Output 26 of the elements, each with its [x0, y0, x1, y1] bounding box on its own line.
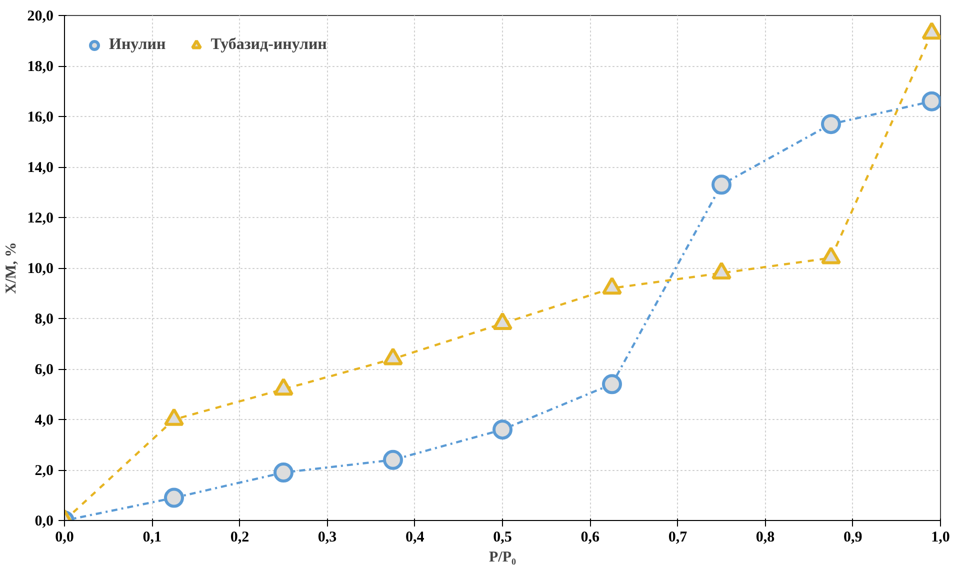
x-tick-label: 1,0	[931, 530, 950, 546]
y-tick-label: 8,0	[34, 312, 54, 328]
x-tick-label: 0,7	[668, 530, 688, 546]
y-tick-label: 12,0	[27, 210, 54, 226]
legend-label: Инулин	[109, 36, 166, 54]
y-axis-title: X/M, %	[3, 242, 20, 294]
y-tick-label: 20,0	[27, 8, 54, 24]
legend-label: Тубазид-инулин	[210, 36, 327, 54]
x-tick-label: 0,1	[142, 530, 162, 546]
x-tick-label: 0,8	[756, 530, 775, 546]
x-tick-label: 0,5	[493, 530, 512, 546]
x-tick-label: 0,9	[844, 530, 862, 546]
x-tick-label: 0,3	[318, 530, 337, 546]
x-tick-label: 0,0	[55, 530, 74, 546]
x-tick-label: 0,6	[580, 530, 600, 546]
y-tick-label: 6,0	[34, 362, 54, 378]
x-tick-label: 0,2	[230, 530, 250, 546]
y-tick-label: 14,0	[27, 160, 54, 176]
y-tick-label: 18,0	[27, 59, 54, 75]
y-tick-label: 10,0	[27, 261, 54, 277]
x-tick-label: 0,4	[406, 530, 425, 546]
y-tick-label: 16,0	[27, 110, 54, 126]
y-tick-label: 4,0	[34, 412, 54, 428]
x-axis-title: P/P₀	[489, 550, 516, 566]
y-tick-label: 2,0	[34, 463, 54, 479]
y-tick-label: 0,0	[34, 514, 54, 530]
